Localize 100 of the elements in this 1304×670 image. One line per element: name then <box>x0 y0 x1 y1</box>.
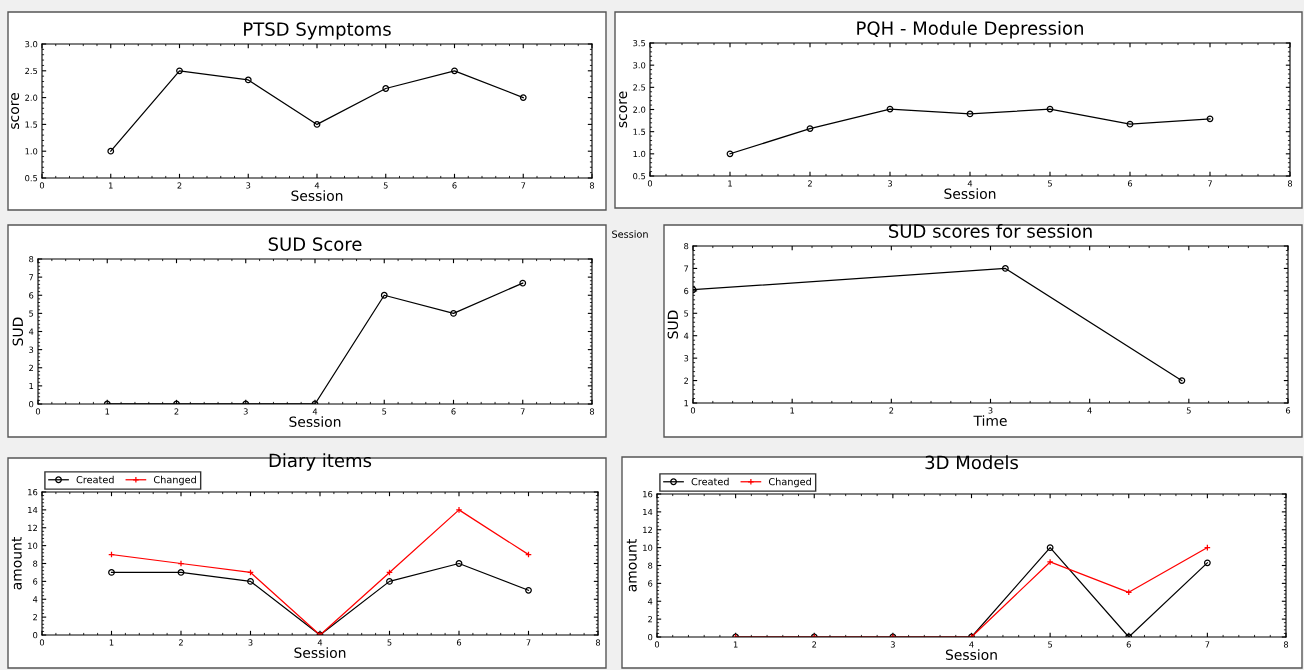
point <box>244 76 252 84</box>
y-tick-label: 3 <box>29 346 34 353</box>
point <box>1206 115 1214 123</box>
x-tick-label: 5 <box>1186 407 1191 414</box>
x-tick-label: 6 <box>451 408 456 415</box>
y-tick-label: 1.5 <box>25 121 38 128</box>
point <box>450 309 457 317</box>
point <box>1203 559 1211 567</box>
point <box>519 94 527 102</box>
y-tick-label: 2.0 <box>25 94 38 101</box>
y-tick-label: 2.5 <box>633 84 646 91</box>
x-tick-label: 7 <box>520 408 525 415</box>
x-tick-label: 3 <box>890 641 895 648</box>
chart-title: Diary items <box>269 453 372 471</box>
text: Session <box>612 230 648 238</box>
y-tick-label: 3.5 <box>633 39 646 47</box>
x-tick-label: 6 <box>452 182 457 189</box>
x-tick-label: 5 <box>383 182 388 189</box>
y-tick-label: 12 <box>643 526 652 533</box>
y-axis-title: SUD <box>667 310 679 339</box>
x-tick-label: 3 <box>243 408 248 415</box>
x-tick-label: 0 <box>654 641 660 648</box>
chart-title: PTSD Symptoms <box>244 22 391 40</box>
x-tick-label: 0 <box>39 639 45 646</box>
chart-title: 3D Models <box>925 455 1018 470</box>
y-tick-label: 16 <box>28 488 38 496</box>
y-tick-label: 6 <box>648 580 653 587</box>
y-tick-label: 1 <box>684 400 689 407</box>
line-series <box>108 560 532 635</box>
x-tick-label: 8 <box>589 408 595 415</box>
x-tick-label: 4 <box>314 182 320 189</box>
x-tick-label: 3 <box>887 180 892 187</box>
x-tick-label: 1 <box>728 180 732 187</box>
point <box>247 577 254 585</box>
y-tick-label: 0 <box>29 400 34 408</box>
x-tick-label: 7 <box>521 182 526 189</box>
x-tick-label: 1 <box>105 408 110 415</box>
x-tick-label: 2 <box>812 641 817 648</box>
x-tick-label: 4 <box>317 639 323 646</box>
y-tick-label: 8 <box>684 242 689 250</box>
legend-label: Changed <box>153 475 196 486</box>
legend-label: Created <box>691 477 729 486</box>
x-axis-title: Time <box>973 415 1007 426</box>
point <box>386 577 393 585</box>
point <box>1046 544 1054 552</box>
y-tick-label: 6 <box>33 578 38 585</box>
y-tick-label: 8 <box>29 255 34 263</box>
point <box>382 85 390 92</box>
x-tick-label: 3 <box>246 182 251 189</box>
y-tick-label: 5 <box>29 310 34 317</box>
y-tick-label: 7 <box>29 274 34 281</box>
y-tick-label: 2 <box>33 614 37 621</box>
y-tick-label: 8 <box>648 562 653 569</box>
x-tick-label: 1 <box>109 182 113 189</box>
x-tick-label: 2 <box>177 182 182 189</box>
point <box>519 279 527 287</box>
x-tick-label: 6 <box>1285 407 1291 414</box>
y-tick-label: 8 <box>33 560 38 567</box>
point <box>313 120 321 128</box>
point <box>380 291 388 299</box>
x-axis-title: Session <box>294 647 346 658</box>
y-tick-label: 1 <box>29 382 34 390</box>
x-tick-label: 5 <box>382 408 387 415</box>
y-tick-label: 7 <box>684 265 689 272</box>
y-tick-label: 12 <box>28 524 37 531</box>
x-tick-label: 8 <box>1287 180 1293 187</box>
y-tick-label: 4 <box>32 596 38 603</box>
x-tick-label: 6 <box>456 639 462 646</box>
y-tick-label: 3.0 <box>25 40 38 48</box>
legend-label: Changed <box>768 477 811 488</box>
y-tick-label: 4 <box>683 332 689 339</box>
chart-title: PQH - Module Depression <box>857 20 1083 39</box>
x-tick-label: 1 <box>790 407 795 414</box>
x-tick-label: 2 <box>889 407 894 414</box>
x-tick-label: 4 <box>967 180 973 187</box>
x-tick-label: 4 <box>969 641 974 648</box>
y-tick-label: 1.5 <box>633 128 646 135</box>
y-tick-label: 10 <box>643 544 653 551</box>
point <box>806 125 814 132</box>
y-tick-label: 6 <box>684 287 689 295</box>
chart-title: SUD Score <box>268 237 362 251</box>
point <box>455 506 463 514</box>
point <box>108 569 115 576</box>
y-tick-label: 2 <box>648 616 652 623</box>
x-tick-label: 1 <box>733 641 738 648</box>
y-tick-label: 3.0 <box>633 62 646 69</box>
x-tick-label: 5 <box>1047 180 1052 187</box>
y-tick-label: 10 <box>28 542 38 549</box>
y-tick-label: 0 <box>33 631 38 639</box>
legend-label: Created <box>76 475 114 484</box>
y-tick-label: 2.5 <box>25 67 38 75</box>
x-tick-label: 0 <box>39 182 45 189</box>
x-tick-label: 2 <box>178 639 183 646</box>
point <box>455 560 463 567</box>
line-series <box>107 67 527 155</box>
y-tick-label: 6 <box>29 292 34 299</box>
x-tick-label: 3 <box>988 407 993 414</box>
x-tick-label: 3 <box>248 639 253 646</box>
y-tick-label: 1.0 <box>25 148 38 155</box>
chart-title: SUD scores for session <box>889 223 1092 238</box>
